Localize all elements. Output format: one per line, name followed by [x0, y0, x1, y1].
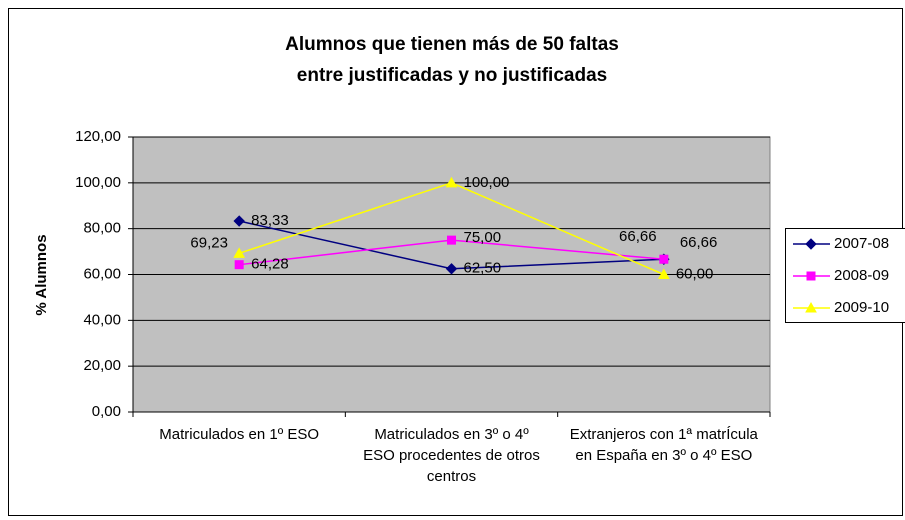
y-tick-label: 20,00	[83, 357, 121, 374]
point	[233, 215, 245, 227]
legend-label: 2008-09	[834, 267, 889, 284]
legend: 2007-08 2008-09 2009-10	[785, 228, 905, 323]
point	[445, 263, 458, 275]
chart-title: entre justificadas y no justificadas	[297, 65, 607, 86]
point	[805, 301, 817, 313]
chart-title: Alumnos que tienen más de 50 faltas	[285, 34, 619, 55]
point	[447, 235, 456, 245]
data-label: 64,28	[251, 256, 289, 273]
point	[805, 238, 817, 250]
data-label: 60,00	[676, 265, 714, 282]
data-label: 66,66	[680, 234, 718, 251]
y-tick-label: 80,00	[83, 220, 121, 237]
x-tick-label: Extranjeros con 1ª matrÍcula en España en…	[570, 426, 759, 464]
point	[445, 176, 458, 188]
x-tick-label: Matriculados en 1º ESO	[159, 426, 319, 443]
point	[234, 260, 244, 270]
x-tick-label: Matriculados en 3º o 4º ESO procedentes d…	[363, 426, 540, 485]
y-axis-label: % Alumnos	[33, 234, 50, 315]
y-tick-label: 120,00	[75, 128, 121, 145]
point	[659, 254, 669, 264]
point	[806, 271, 816, 281]
data-label: 62,50	[464, 260, 502, 277]
data-label: 75,00	[464, 229, 502, 246]
y-tick-label: 40,00	[83, 311, 121, 328]
y-tick-label: 60,00	[83, 265, 121, 282]
y-tick-label: 0,00	[92, 403, 121, 420]
data-label: 66,66	[619, 228, 657, 245]
data-label: 83,33	[251, 212, 289, 229]
point	[233, 247, 246, 258]
y-tick-label: 100,00	[75, 174, 121, 191]
legend-label: 2009-10	[834, 299, 889, 316]
point	[657, 268, 670, 279]
data-label: 69,23	[190, 234, 228, 251]
data-label: 100,00	[464, 174, 510, 191]
legend-label: 2007-08	[834, 235, 889, 252]
